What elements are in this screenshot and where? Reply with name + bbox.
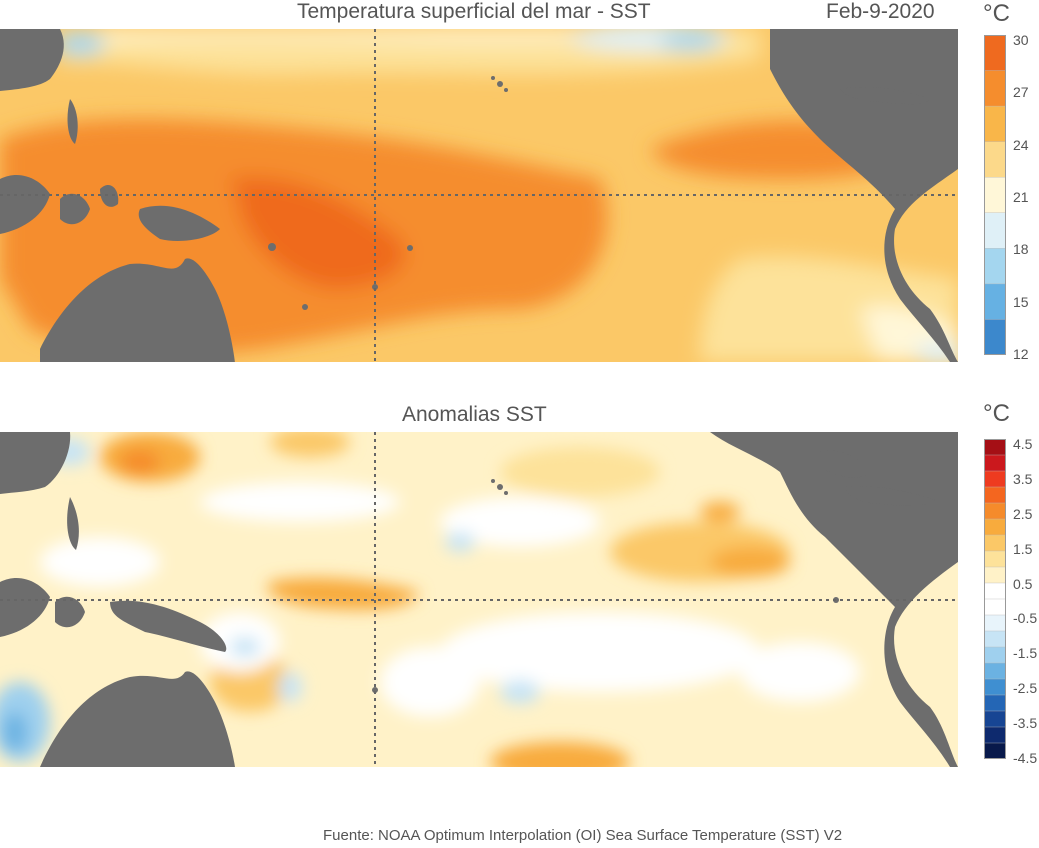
sst-colorbar-segment <box>984 70 1006 107</box>
sst-colorbar-segment <box>984 105 1006 143</box>
sst-colorbar-tick-label: 30 <box>1013 32 1029 48</box>
anomaly-colorbar-tick-label: -3.5 <box>1013 715 1038 732</box>
anomaly-colorbar <box>984 439 1006 759</box>
anomaly-colorbar-tick-label: 1.5 <box>1013 540 1033 557</box>
anomaly-colorbar-segment <box>984 694 1006 712</box>
anomaly-colorbar-tick-label: -4.5 <box>1013 750 1038 766</box>
sst-map-title: Temperatura superficial del mar - SST <box>297 0 651 23</box>
sst-colorbar-tick-label: 15 <box>1013 293 1029 310</box>
anomaly-colorbar-tick-label: -2.5 <box>1013 680 1038 697</box>
sst-colorbar-outline <box>984 35 1006 355</box>
anomaly-colorbar-segment <box>984 630 1006 648</box>
anomaly-colorbar-tick-label: -0.5 <box>1013 610 1038 627</box>
sst-colorbar-tick-label: 12 <box>1013 346 1029 362</box>
sst-colorbar <box>984 35 1006 355</box>
sst-map <box>0 29 958 362</box>
anomaly-colorbar-segment <box>984 646 1006 664</box>
anomaly-colorbar-segment <box>984 614 1006 632</box>
sst-unit-label: °C <box>983 0 1010 27</box>
anomaly-colorbar-tick-label: 3.5 <box>1013 470 1033 487</box>
sst-colorbar-tick-label: 21 <box>1013 189 1029 205</box>
anomaly-colorbar-outline <box>984 439 1006 759</box>
sst-colorbar-segment <box>984 212 1006 250</box>
anomaly-colorbar-segment <box>984 486 1006 504</box>
anomaly-colorbar-tick-label: 4.5 <box>1013 436 1033 452</box>
sst-colorbar-segment <box>984 141 1006 178</box>
anomaly-map-title: Anomalias SST <box>402 403 547 426</box>
anomaly-colorbar-tick-label: 0.5 <box>1013 575 1033 592</box>
anomaly-colorbar-segment <box>984 662 1006 680</box>
anomaly-unit-label: °C <box>983 400 1010 427</box>
anomaly-colorbar-segment <box>984 726 1006 744</box>
anomaly-colorbar-tick-label: -1.5 <box>1013 645 1038 662</box>
sst-colorbar-segment <box>984 319 1006 355</box>
anomaly-colorbar-segment <box>984 502 1006 520</box>
sst-colorbar-tick-label: 27 <box>1013 84 1029 101</box>
land-masses <box>0 432 958 767</box>
source-footer: Fuente: NOAA Optimum Interpolation (OI) … <box>323 827 843 844</box>
anomaly-colorbar-segment <box>984 518 1006 536</box>
sst-map-date: Feb-9-2020 <box>826 0 935 23</box>
anomaly-map <box>0 432 958 767</box>
anomaly-colorbar-segment <box>984 550 1006 568</box>
sst-colorbar-tick-label: 24 <box>1013 136 1029 153</box>
anomaly-colorbar-segment <box>984 534 1006 552</box>
anomaly-colorbar-segment <box>984 582 1006 600</box>
anomaly-colorbar-tick-label: 2.5 <box>1013 505 1033 522</box>
sst-colorbar-segment <box>984 177 1006 214</box>
sst-colorbar-segment <box>984 248 1006 285</box>
anomaly-colorbar-segment <box>984 742 1006 759</box>
anomaly-colorbar-segment <box>984 678 1006 696</box>
anomaly-colorbar-segment <box>984 710 1006 728</box>
anomaly-colorbar-segment <box>984 439 1006 456</box>
anomaly-colorbar-segment <box>984 566 1006 584</box>
anomaly-colorbar-segment <box>984 598 1006 616</box>
land-masses <box>0 29 958 362</box>
anomaly-colorbar-segment <box>984 470 1006 488</box>
sst-colorbar-segment <box>984 35 1006 72</box>
sst-colorbar-tick-label: 18 <box>1013 241 1029 258</box>
sst-colorbar-segment <box>984 283 1006 321</box>
anomaly-colorbar-segment <box>984 454 1006 472</box>
